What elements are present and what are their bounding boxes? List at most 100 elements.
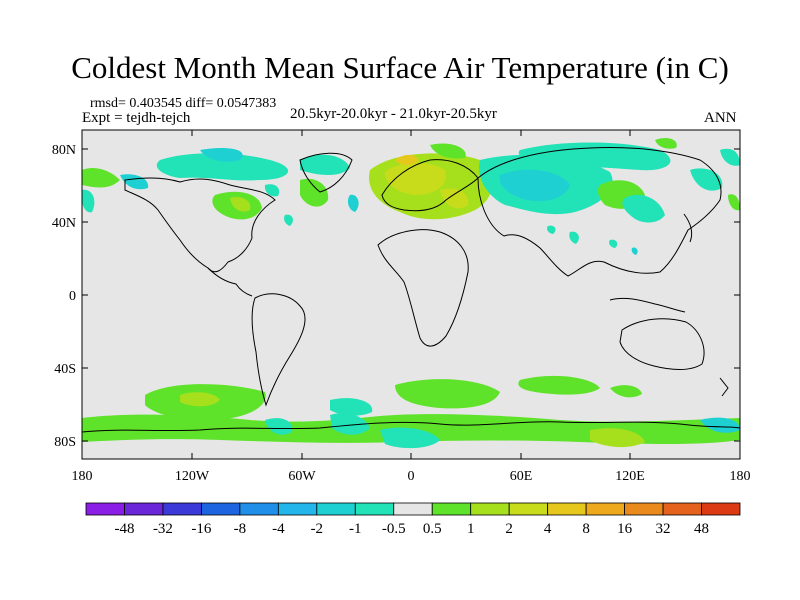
colorbar-swatch (201, 502, 241, 516)
anomaly-region (230, 197, 251, 212)
anomaly-region (264, 184, 280, 197)
anomaly-region (300, 178, 329, 207)
colorbar-swatch (508, 502, 549, 516)
anomaly-region (690, 168, 723, 191)
anomaly-region (265, 418, 293, 435)
anomaly-region (622, 194, 665, 223)
colorbar-swatch (316, 502, 356, 516)
colorbar-label: -4 (272, 521, 285, 537)
anomaly-region (728, 194, 740, 211)
anomaly-region (330, 398, 373, 416)
colorbar-label: -32 (153, 521, 173, 537)
anomaly-region (631, 247, 638, 255)
y-tick-label: 80S (54, 435, 76, 450)
anomaly-region (200, 148, 243, 162)
coastline-indonesia (609, 297, 686, 313)
coastline-antarctica (82, 421, 740, 433)
y-tick-label: 40S (54, 362, 76, 377)
y-tick-label: 0 (69, 289, 76, 304)
anomaly-region (518, 375, 600, 395)
colorbar (85, 502, 741, 516)
anomaly-region (385, 162, 446, 195)
experiment-line: Expt = tejdh-tejch (82, 110, 191, 126)
anomaly-region (82, 189, 95, 213)
colorbar-label: -2 (311, 521, 324, 537)
colorbar-label: 1 (467, 521, 475, 537)
anomaly-region (430, 143, 466, 159)
anomaly-region (347, 194, 359, 212)
colorbar-swatch (662, 502, 702, 516)
x-tick-label: 60W (288, 469, 316, 484)
x-tick-label: 180 (730, 469, 751, 484)
anomaly-region (569, 231, 579, 244)
coastline-south-america (251, 293, 306, 407)
colorbar-swatch (470, 502, 510, 516)
colorbar-label: 2 (505, 521, 513, 537)
coastline-asia (477, 147, 722, 277)
y-tick-marks (82, 148, 740, 442)
anomaly-region (300, 154, 350, 175)
colorbar-swatch (547, 502, 587, 516)
y-tick-labels: 80N 40N 0 40S 80S (52, 143, 76, 450)
coastline-japan (683, 213, 693, 243)
x-tick-label: 120W (175, 469, 210, 484)
colorbar-label: -8 (234, 521, 247, 537)
anomaly-region (156, 153, 289, 181)
anomaly-region (518, 142, 671, 171)
x-tick-labels: 180 120W 60W 0 60E 120E 180 (72, 469, 751, 484)
coastline-australia (619, 318, 705, 370)
anomaly-region (284, 214, 293, 226)
anomaly-region (395, 379, 500, 409)
x-tick-marks (81, 130, 741, 459)
colorbar-label: 0.5 (423, 521, 442, 537)
coastline-europe (381, 159, 479, 212)
anomaly-region (700, 417, 740, 433)
colorbar-label: 16 (617, 521, 633, 537)
x-tick-label: 120E (615, 469, 645, 484)
map-title: Coldest Month Mean Surface Air Temperatu… (71, 50, 729, 85)
colorbar-label: -1 (349, 521, 362, 537)
colorbar-label: 48 (694, 521, 709, 537)
anomaly-region (609, 239, 618, 248)
colorbar-swatch (393, 502, 433, 516)
colorbar-label: -48 (114, 521, 134, 537)
colorbar-label: 8 (582, 521, 590, 537)
colorbar-label: -16 (191, 521, 211, 537)
anomaly-region (82, 168, 120, 188)
coastlines (82, 147, 740, 433)
coastline-greenland (299, 152, 353, 193)
anomaly-region (610, 385, 642, 398)
anomaly-region (720, 148, 740, 166)
anomaly-region (547, 225, 556, 234)
y-tick-label: 40N (52, 216, 76, 231)
colorbar-label: 32 (656, 521, 671, 537)
colorbar-swatch (354, 502, 395, 516)
colorbar-swatch (624, 502, 664, 516)
colorbar-swatch (277, 502, 318, 516)
anomaly-region (655, 137, 677, 149)
colorbar-swatch (124, 502, 164, 516)
colorbar-swatch (85, 502, 125, 516)
period-line: 20.5kyr-20.0kyr - 21.0kyr-20.5kyr (290, 106, 497, 122)
anomaly-region (330, 413, 370, 435)
colorbar-labels: -48 -32 -16 -8 -4 -2 -1 -0.5 0.5 1 2 4 8 16 32 48 (114, 521, 709, 537)
anomaly-region (590, 428, 645, 448)
anomaly-region (499, 169, 570, 202)
anomaly-region (395, 154, 419, 165)
colorbar-label: -0.5 (382, 521, 406, 537)
stats-line: rmsd= 0.403545 diff= 0.0547383 (90, 96, 277, 111)
coastline-central-america (207, 267, 253, 297)
x-tick-label: 0 (408, 469, 415, 484)
colorbar-swatch (239, 502, 279, 516)
anomaly-fields (82, 137, 740, 449)
x-tick-label: 180 (72, 469, 93, 484)
colorbar-swatch (431, 502, 472, 516)
y-tick-label: 80N (52, 143, 76, 158)
x-tick-label: 60E (510, 469, 533, 484)
anomaly-region (380, 427, 440, 449)
colorbar-swatch (162, 502, 202, 516)
colorbar-swatch (585, 502, 625, 516)
anomaly-region (180, 392, 220, 407)
colorbar-label: 4 (544, 521, 552, 537)
